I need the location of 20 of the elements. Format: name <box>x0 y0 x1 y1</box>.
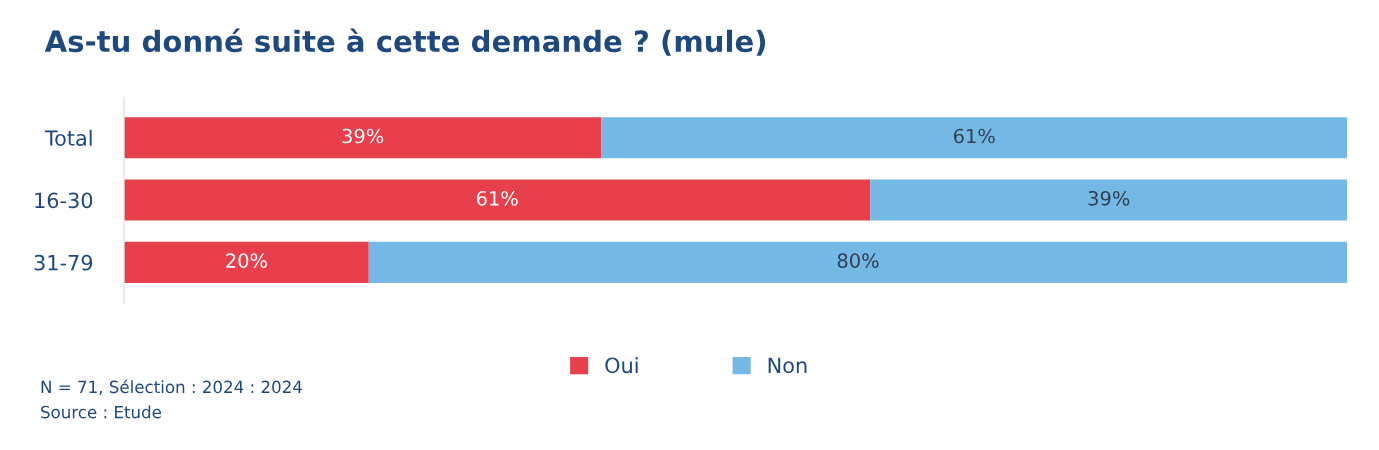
data-label: 61% <box>476 190 518 206</box>
data-label: 39% <box>342 128 384 144</box>
y-tick-label: Total <box>44 129 92 146</box>
bar <box>124 179 871 221</box>
bar <box>368 241 1348 283</box>
source-note: Source : Etude <box>41 405 162 419</box>
y-tick-label: 16-30 <box>35 192 93 209</box>
chart-title: As-tu donné suite à cette demande ? (mule) <box>44 28 766 56</box>
data-label: 39% <box>1088 190 1130 206</box>
legend-label: Non <box>768 357 807 374</box>
y-tick-label: 31-79 <box>34 254 93 271</box>
legend-label: Oui <box>605 357 638 374</box>
bar <box>124 117 602 159</box>
bar <box>870 179 1348 221</box>
bar <box>124 241 369 283</box>
data-label: 61% <box>953 128 995 144</box>
data-label: 20% <box>226 253 267 268</box>
text: N = 71, Sélection : 2024 : 2024 <box>41 379 302 395</box>
data-label: 80% <box>837 253 879 268</box>
bar <box>601 117 1348 159</box>
